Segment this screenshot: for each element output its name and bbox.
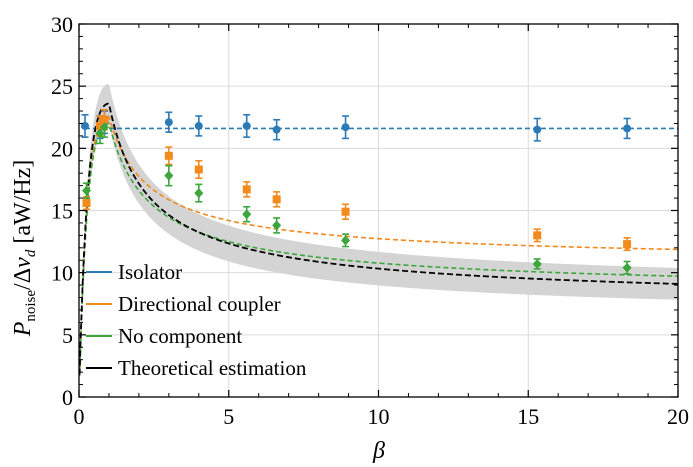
y-tick-label: 10 — [51, 261, 73, 286]
legend-label-directional-coupler: Directional coupler — [118, 292, 281, 316]
y-tick-label: 20 — [51, 136, 73, 161]
directional-coupler-marker — [341, 207, 350, 216]
no-component-marker — [341, 235, 351, 246]
no-component-marker — [164, 170, 174, 181]
no-component-marker — [95, 128, 105, 139]
isolator-marker — [194, 121, 203, 130]
directional-coupler-fit-line — [78, 115, 679, 376]
no-component-marker — [272, 220, 282, 231]
directional-coupler-marker — [242, 185, 251, 194]
axis-ticks — [78, 23, 679, 398]
legend: Isolator Directional coupler No component T… — [86, 260, 307, 380]
fit-curves — [78, 102, 679, 376]
theory-uncertainty-band — [79, 83, 679, 377]
y-axis-label: Pnoise/Δνd [aW/Hz] — [10, 160, 39, 338]
data-markers — [80, 115, 632, 273]
x-tick-label: 0 — [74, 404, 85, 429]
y-axis-label-nusub: d — [23, 249, 39, 257]
isolator-marker — [623, 124, 632, 133]
directional-coupler-marker — [194, 165, 203, 174]
directional-coupler-marker — [95, 121, 104, 130]
y-axis-label-sub: noise — [23, 290, 39, 322]
legend-label-isolator: Isolator — [118, 260, 182, 284]
theory-band-layer — [79, 83, 679, 377]
y-tick-label: 30 — [51, 12, 73, 37]
y-axis-label-nu: ν — [10, 257, 36, 268]
directional-coupler-marker — [82, 199, 91, 208]
legend-label-no-component: No component — [118, 324, 242, 348]
no-component-fit-line — [78, 121, 679, 376]
y-tick-label: 5 — [62, 323, 73, 348]
isolator-marker — [242, 121, 251, 130]
no-component-marker — [622, 262, 632, 273]
isolator-marker — [164, 118, 173, 127]
y-axis-label-unit: [aW/Hz] — [10, 160, 36, 250]
y-axis-label-main: P — [10, 321, 36, 337]
directional-coupler-marker — [164, 151, 173, 160]
no-component-marker — [194, 188, 204, 199]
isolator-marker — [533, 125, 542, 134]
no-component-marker — [81, 185, 91, 196]
no-component-marker — [99, 122, 109, 133]
x-tick-label: 10 — [368, 404, 390, 429]
x-tick-label: 20 — [667, 404, 689, 429]
x-tick-label: 5 — [223, 404, 234, 429]
y-tick-label: 25 — [51, 74, 73, 99]
y-axis-label-mid: /Δ — [10, 268, 36, 290]
x-axis-label: β — [372, 438, 385, 464]
isolator-marker — [341, 123, 350, 132]
legend-label-theoretical-estimation: Theoretical estimation — [118, 356, 307, 380]
directional-coupler-marker — [533, 231, 542, 240]
isolator-marker — [272, 125, 281, 134]
directional-coupler-marker — [100, 115, 109, 124]
x-tick-label: 15 — [517, 404, 539, 429]
y-tick-label: 0 — [62, 385, 73, 410]
y-tick-label: 15 — [51, 199, 73, 224]
directional-coupler-marker — [272, 195, 281, 204]
directional-coupler-marker — [623, 240, 632, 249]
error-bars — [81, 108, 631, 275]
theoretical-estimation-line — [78, 102, 679, 375]
no-component-marker — [242, 209, 252, 220]
tick-labels: 0 5 10 15 20 0 5 10 15 20 25 30 — [51, 12, 689, 429]
no-component-marker — [532, 258, 542, 269]
